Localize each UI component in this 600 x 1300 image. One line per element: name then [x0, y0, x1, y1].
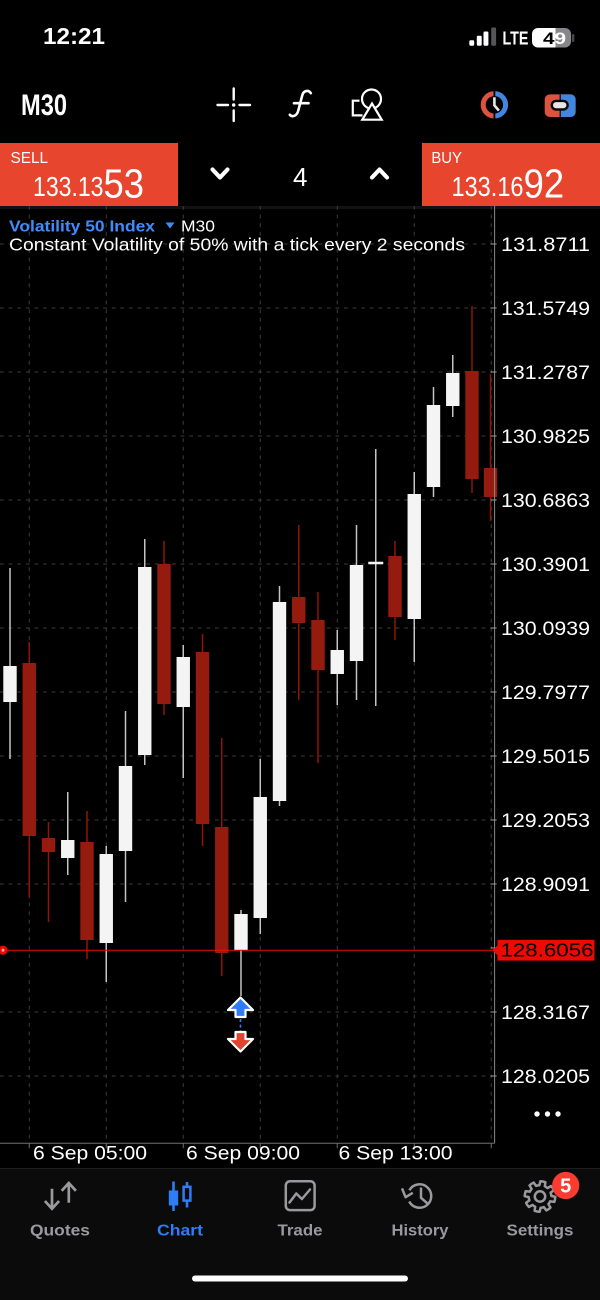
svg-text:131.8711: 131.8711	[501, 235, 590, 256]
svg-text:4: 4	[293, 162, 307, 192]
svg-text:12:21: 12:21	[43, 23, 105, 49]
svg-text:129.2053: 129.2053	[501, 811, 590, 832]
svg-text:130.6863: 130.6863	[501, 491, 590, 512]
svg-text:6 Sep 13:00: 6 Sep 13:00	[339, 1144, 453, 1165]
svg-text:M30: M30	[21, 89, 67, 122]
svg-text:133.16: 133.16	[452, 171, 524, 202]
svg-text:49: 49	[543, 29, 566, 48]
svg-text:49: 49	[543, 29, 566, 48]
svg-text:53: 53	[104, 161, 145, 207]
svg-text:Volatility 50 Index: Volatility 50 Index	[9, 219, 155, 236]
svg-text:6 Sep 09:00: 6 Sep 09:00	[186, 1144, 300, 1165]
svg-text:128.9091: 128.9091	[501, 875, 590, 896]
svg-text:History: History	[392, 1223, 449, 1240]
svg-text:131.2787: 131.2787	[501, 363, 590, 384]
svg-text:92: 92	[524, 161, 565, 207]
svg-text:Settings: Settings	[507, 1223, 574, 1240]
svg-text:Quotes: Quotes	[30, 1223, 90, 1240]
svg-text:128.6056: 128.6056	[501, 939, 594, 960]
svg-text:129.5015: 129.5015	[501, 747, 590, 768]
svg-text:130.9825: 130.9825	[501, 427, 590, 448]
svg-text:131.5749: 131.5749	[501, 299, 590, 320]
svg-text:SELL: SELL	[11, 150, 49, 167]
svg-text:133.13: 133.13	[33, 171, 104, 202]
svg-text:6 Sep 05:00: 6 Sep 05:00	[33, 1144, 147, 1165]
svg-text:Constant Volatility of 50% wit: Constant Volatility of 50% with a tick e…	[9, 235, 465, 255]
svg-text:BUY: BUY	[431, 150, 462, 167]
svg-text:LTE: LTE	[503, 28, 529, 48]
svg-text:128.3167: 128.3167	[501, 1003, 590, 1024]
svg-text:128.0205: 128.0205	[501, 1067, 590, 1088]
svg-text:130.3901: 130.3901	[501, 555, 590, 576]
svg-text:M30: M30	[181, 219, 215, 236]
svg-text:129.7977: 129.7977	[501, 683, 590, 704]
svg-text:130.0939: 130.0939	[501, 619, 590, 640]
svg-text:5: 5	[560, 1176, 571, 1198]
svg-text:Chart: Chart	[157, 1223, 203, 1240]
svg-text:Trade: Trade	[278, 1223, 323, 1240]
